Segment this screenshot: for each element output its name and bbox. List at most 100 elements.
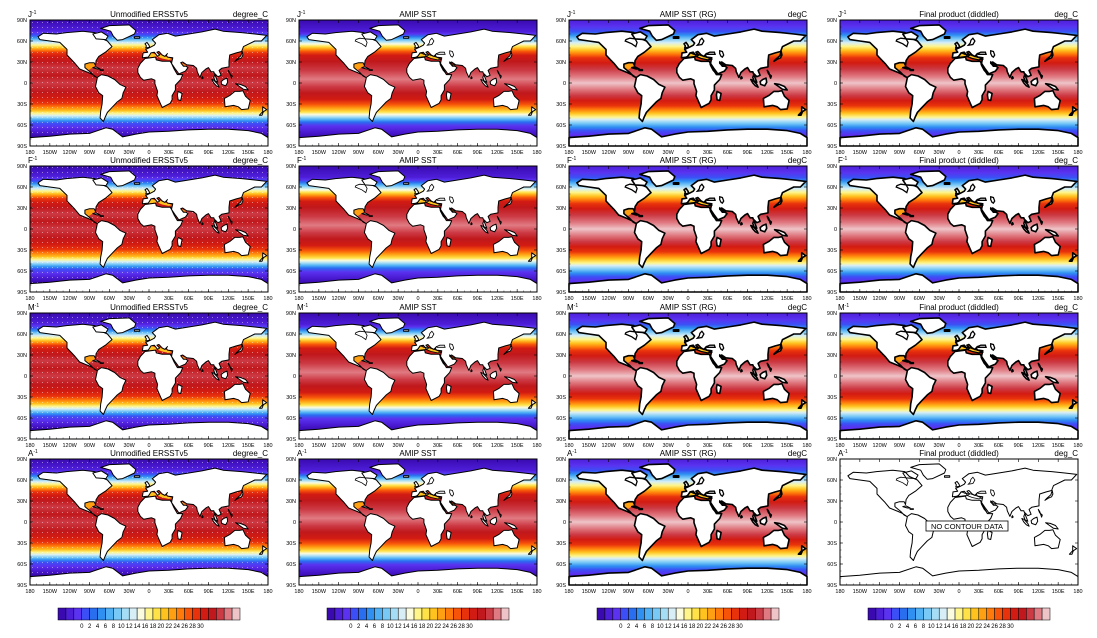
lon-tick-label: 0 [416, 296, 419, 302]
row-label: M-1 [297, 303, 308, 312]
japan-coastline [773, 343, 783, 356]
colorbar-swatch [612, 607, 621, 621]
colorbar-swatch [485, 607, 494, 621]
colorbar-label: 20 [427, 624, 434, 630]
australia-coastline [223, 529, 251, 550]
red-sea-outline [709, 209, 717, 221]
madagascar-coastline [986, 90, 993, 102]
persian-gulf-sst [180, 355, 186, 360]
colorbar-swatch [144, 607, 154, 621]
lon-tick-label: 60E [723, 150, 733, 156]
colorbar-label: 14 [403, 624, 410, 630]
lat-tick-label: 30N [286, 60, 296, 66]
baltic-sea-outline [695, 476, 705, 486]
colorbar-swatch [867, 607, 877, 621]
map-panel-1-4: J-1 Final product (diddled) deg_C 90N 60N 30N… [827, 10, 1083, 156]
row-label: M-1 [567, 303, 578, 312]
row-label: J-1 [28, 10, 37, 19]
panel-title: AMIP SST [399, 449, 436, 458]
colorbar-swatch [184, 607, 193, 621]
lat-tick-label: 90S [556, 290, 566, 296]
caspian-sea-outline [719, 49, 725, 58]
colorbar-swatch [334, 607, 344, 621]
lon-tick-label: 90W [623, 296, 635, 302]
colorbar-swatch [437, 607, 446, 621]
iceland-coastline [403, 475, 410, 478]
colorbar-swatch [731, 607, 740, 621]
new-guinea-coastline [235, 376, 249, 384]
lon-tick-label: 60E [994, 589, 1004, 595]
lat-tick-label: 0 [24, 374, 27, 380]
lon-tick-label: 120E [1032, 589, 1045, 595]
philippines-coastline [1037, 362, 1044, 372]
lon-tick-label: 120E [491, 150, 504, 156]
philippines-coastline [496, 215, 502, 225]
colorbar-label: 20 [158, 624, 165, 630]
lon-tick-label: 90W [353, 296, 365, 302]
lon-tick-label: 150W [312, 589, 327, 595]
lon-tick-label: 120W [331, 443, 346, 449]
panel-title: AMIP SST (RG) [660, 156, 717, 165]
colorbar-swatch [358, 607, 367, 621]
caspian-sea-outline [990, 342, 996, 351]
sri-lanka-coastline [1011, 368, 1014, 373]
japan-coastline [503, 197, 513, 208]
lat-tick-label: 60S [556, 269, 566, 275]
lon-tick-label: 60E [453, 589, 463, 595]
lat-tick-label: 60S [556, 562, 566, 568]
hudson-bay-outline [354, 330, 368, 341]
new-zealand-coastline [797, 106, 807, 116]
lat-tick-label: 30N [17, 60, 27, 66]
lon-tick-label: 150E [1052, 296, 1065, 302]
uk-coastline [683, 334, 690, 342]
lon-tick-label: 30E [164, 443, 174, 449]
philippines-coastline [1037, 215, 1044, 225]
new-guinea-coastline [504, 229, 518, 237]
lat-tick-label: 0 [24, 227, 27, 233]
colorbar-label: 4 [96, 624, 100, 630]
lon-tick-label: 120W [601, 296, 616, 302]
hispaniola-coastline [99, 362, 104, 364]
sumatra-coastline [211, 225, 220, 234]
baltic-sea-outline [426, 330, 435, 339]
map-panel-2-4: F-1 Final product (diddled) deg_C 90N 60N 30N… [827, 156, 1083, 302]
lon-tick-label: 30E [433, 150, 443, 156]
lon-tick-label: 120W [872, 443, 887, 449]
hispaniola-coastline [909, 214, 915, 218]
uk-coastline [413, 334, 420, 342]
eurasia-coastline [680, 28, 807, 84]
lon-tick-label: 180 [802, 150, 811, 156]
colorbar-swatch [73, 607, 82, 621]
philippines-coastline [227, 69, 233, 79]
hispaniola-coastline [909, 68, 915, 72]
lon-tick-label: 150E [242, 589, 255, 595]
borneo-coastline [759, 516, 768, 526]
red-sea-outline [980, 502, 988, 514]
lat-tick-label: 60N [17, 478, 27, 484]
panel-title: Final product (diddled) [919, 156, 999, 165]
lon-tick-label: 150E [242, 443, 255, 449]
lon-tick-label: 90W [84, 296, 96, 302]
lon-tick-label: 60W [643, 443, 655, 449]
colorbar-swatch [652, 607, 661, 621]
eurasia-coastline [951, 28, 1078, 84]
caspian-sea-outline [719, 488, 725, 497]
colorbar-label: 14 [944, 624, 951, 630]
eurasia-coastline [410, 174, 537, 229]
lon-tick-label: 150E [511, 150, 524, 156]
mediterranean-sea-sst [414, 491, 442, 499]
colorbar-1: 0 2 4 6 8 10 12 14 16 18 20 22 24 26 28 30 [57, 607, 241, 630]
hudson-bay-outline [354, 476, 368, 487]
lon-tick-label: 60W [643, 589, 655, 595]
colorbar-swatch [891, 607, 900, 621]
uk-coastline [683, 41, 690, 49]
lat-tick-label: 90N [556, 164, 566, 170]
baffin-coastline [92, 470, 109, 480]
colorbar-swatch [136, 607, 146, 621]
lon-tick-label: 180 [564, 150, 573, 156]
lon-tick-label: 150W [582, 589, 597, 595]
colorbar-swatch [699, 607, 709, 621]
colorbar-swatch [875, 607, 885, 621]
lat-tick-label: 30S [827, 395, 837, 401]
